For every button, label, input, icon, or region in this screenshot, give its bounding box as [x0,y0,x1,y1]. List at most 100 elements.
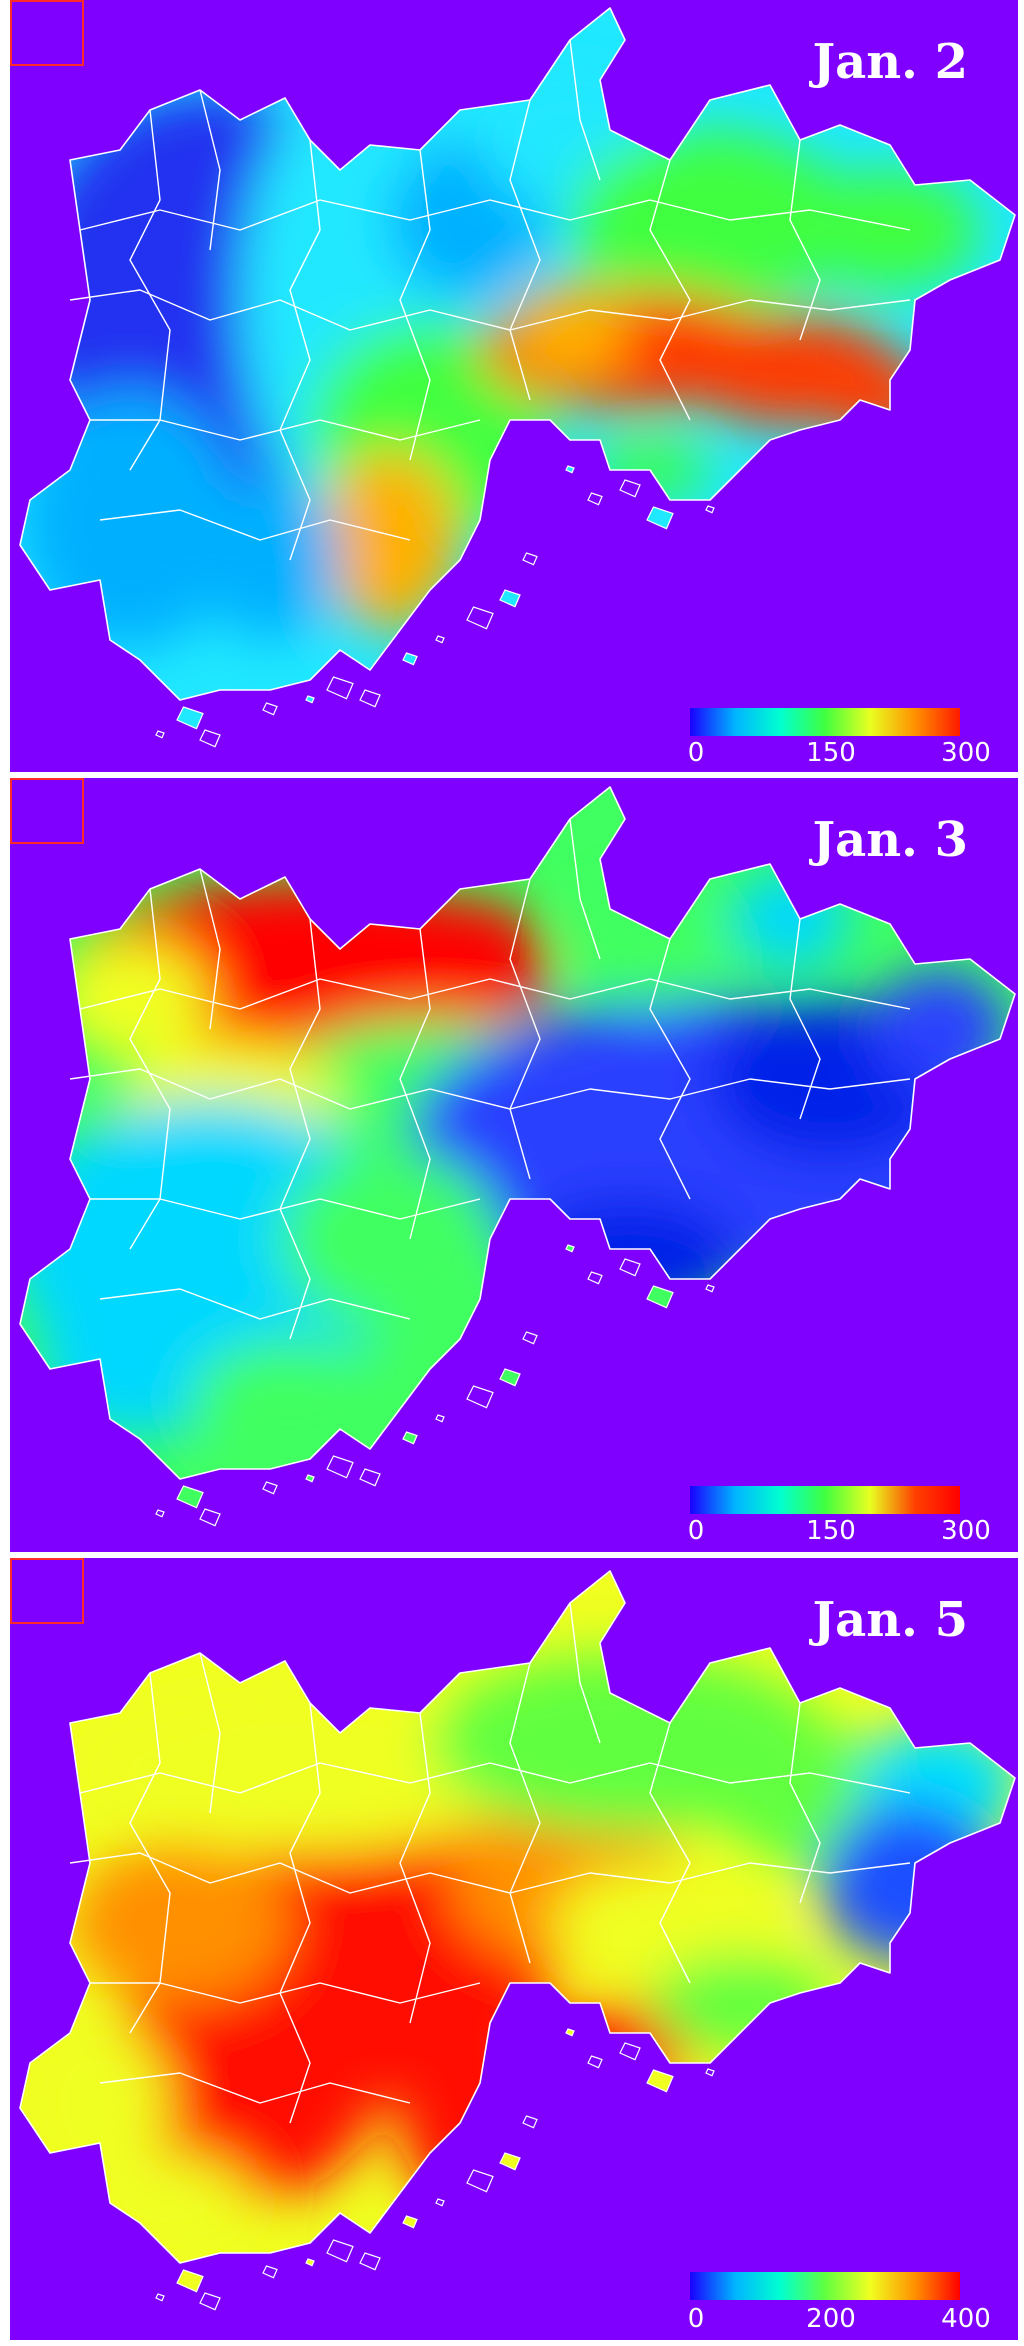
district-boundary [569,39,601,181]
colorbar-gradient [690,2272,960,2300]
colorbar [690,1486,960,1514]
island-outline [176,1485,204,1509]
concentration-patch [320,450,460,630]
colorbar-tick-label: 150 [806,1516,856,1546]
island-outline [466,606,494,630]
pollution-map [19,1570,1016,2311]
colorbar-tick-label: 0 [687,1516,705,1546]
district-boundary [789,1702,821,1904]
island-outline [646,506,674,530]
concentration-patch [510,280,630,380]
island-outline [326,676,354,700]
concentration-patch [570,130,850,310]
concentration-patch [30,2023,170,2183]
island-outline [619,479,641,498]
coastline [19,1570,1016,2264]
island-outline [262,1481,278,1495]
island-outline [522,2115,538,2129]
district-boundary [90,1198,481,1220]
corner-marker [10,0,84,66]
island-outline [402,652,418,666]
concentration-patch [190,1339,390,1459]
district-boundary [649,1722,691,1984]
island-outline [565,1244,575,1253]
island-outline [619,1258,641,1277]
island-outline [262,2265,278,2279]
island-outline [705,2068,715,2077]
district-boundary [90,419,481,441]
island-outline [359,1468,381,1487]
island-outline [155,730,165,739]
map-panel-jan-3: Jan. 3 0 150 300 [10,778,1018,1552]
concentration-patch [870,969,1010,1089]
concentration-patch [650,1953,830,2053]
pollution-map [19,786,1016,1527]
district-boundary [789,139,821,341]
colorbar-tick-label: 300 [941,1516,991,1546]
district-boundary [649,159,691,421]
district-boundary [69,289,911,331]
district-boundary [399,149,431,461]
concentration-patch [100,1963,380,2203]
corner-marker [10,1558,84,1624]
concentration-patch [820,1803,1000,1963]
concentration-field [30,1653,1015,2253]
date-title: Jan. 2 [812,34,968,90]
concentration-patch [800,170,980,290]
island-outline [466,1385,494,1409]
island-outline [705,1284,715,1293]
district-boundary [99,2072,411,2104]
district-boundary [569,818,601,960]
island-outline [262,702,278,716]
concentration-patch [730,869,850,969]
concentration-patch [580,889,720,1009]
district-boundary [199,89,221,251]
district-boundary [279,918,321,1340]
island-outline [155,2293,165,2302]
island-outline [565,2028,575,2037]
island-outline [326,1455,354,1479]
district-boundary [649,938,691,1200]
island-outline [466,2169,494,2193]
island-outline [402,2215,418,2229]
concentration-patch [280,1149,500,1329]
island-outline [619,2042,641,2061]
island-outline [199,729,221,748]
colorbar-tick-label: 200 [806,2304,856,2334]
colorbar-tick-label: 0 [687,738,705,768]
island-outline [565,465,575,474]
concentration-patch [520,1199,740,1319]
concentration-patch [200,480,340,640]
colorbar [690,2272,960,2300]
district-boundary [69,1068,911,1110]
island-outline [305,695,315,704]
island-outline [522,1331,538,1345]
island-outline [499,1368,521,1387]
district-boundary [69,1852,911,1894]
colorbar-tick-label: 400 [941,2304,991,2334]
district-boundary [90,1982,481,2004]
date-title: Jan. 5 [812,1592,968,1648]
district-boundary [509,1662,541,1964]
island-outline [199,1508,221,1527]
island-outline [499,589,521,608]
island-outline [176,2269,204,2293]
colorbar-tick-label: 0 [687,2304,705,2334]
concentration-patch [50,939,210,1059]
concentration-patch [90,1693,530,1853]
island-outline [587,1271,603,1285]
district-boundary [509,99,541,401]
island-outline [155,1509,165,1518]
concentration-patch [420,899,540,1019]
island-outline [646,1285,674,1309]
district-boundary [399,928,431,1240]
island-outline [305,2258,315,2267]
concentration-field [20,70,980,650]
island-outline [587,2055,603,2069]
concentration-patch [550,1863,790,1983]
district-boundary [509,878,541,1180]
district-boundary [569,1602,601,1744]
district-boundary [99,509,411,541]
colorbar-gradient [690,1486,960,1514]
